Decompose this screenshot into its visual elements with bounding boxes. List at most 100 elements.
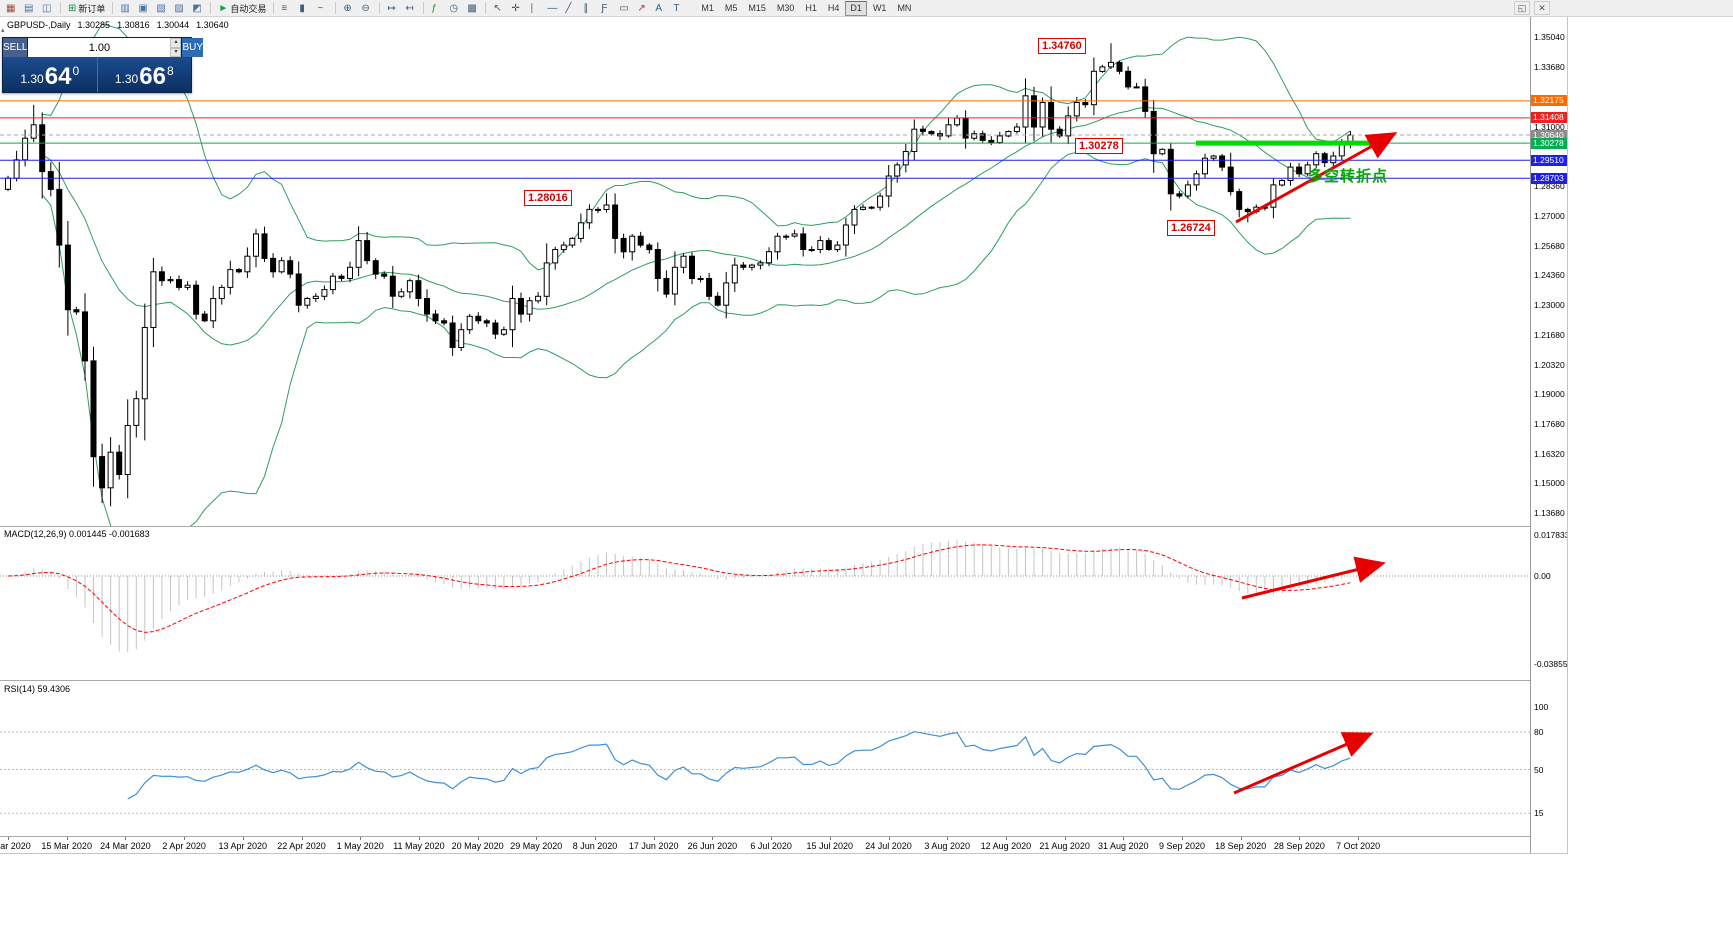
date-label: 29 May 2020	[510, 841, 563, 851]
market-watch-icon: ▥	[120, 2, 130, 14]
auto-trading-icon: ►	[218, 2, 229, 14]
timeframe-m15-button[interactable]: M15	[743, 1, 771, 16]
bar-chart-mode-icon: ≡	[281, 2, 288, 14]
auto-scroll-button[interactable]: ↦	[384, 1, 401, 16]
profiles-button[interactable]: ▤	[21, 1, 38, 16]
navigator-button[interactable]: ▧	[153, 1, 170, 16]
volume-up-button[interactable]: ▴	[170, 38, 182, 48]
indicators-button[interactable]: ƒ	[428, 1, 445, 16]
trendline-button[interactable]: ╱	[562, 1, 579, 16]
chart-shift-icon: ↤	[405, 2, 414, 14]
time-tick	[1123, 837, 1125, 840]
timeframe-m5-button[interactable]: M5	[720, 1, 743, 16]
chart-cycle-button[interactable]: ◫	[39, 1, 56, 16]
ohlc-open: 1.30285	[77, 20, 111, 30]
fibonacci-icon: Ƒ	[601, 2, 608, 14]
timeframe-w1-button[interactable]: W1	[868, 1, 892, 16]
price-axis-label: 1.20320	[1534, 359, 1565, 370]
trend-arrow-rsi[interactable]	[1233, 732, 1374, 795]
shapes-button[interactable]: ▭	[616, 1, 633, 16]
trend-arrow-price[interactable]	[1235, 132, 1398, 224]
new-order-button[interactable]: ⊞ 新订单	[65, 1, 108, 16]
sell-button[interactable]: SELL	[3, 38, 29, 57]
price-callout-1.26724[interactable]: 1.26724	[1167, 220, 1215, 236]
price-axis-tag-1.29510: 1.29510	[1531, 154, 1567, 166]
line-chart-mode-icon: ~	[317, 2, 324, 14]
price-pane[interactable]	[0, 17, 1530, 526]
price-callout-1.30278[interactable]: 1.30278	[1075, 138, 1123, 154]
cursor-button[interactable]: ↖	[490, 1, 507, 16]
timeframe-h4-button[interactable]: H4	[823, 1, 845, 16]
time-tick	[1005, 837, 1007, 840]
volume-down-button[interactable]: ▾	[170, 47, 182, 57]
toolbar-separator	[485, 2, 487, 14]
data-window-button[interactable]: ▣	[135, 1, 152, 16]
date-label: 2 Apr 2020	[162, 841, 206, 851]
periods-button[interactable]: ◷	[446, 1, 463, 16]
close-chart-button[interactable]: ✕	[1534, 1, 1550, 15]
price-axis-label: 1.35040	[1534, 32, 1565, 43]
price-callout-1.34760[interactable]: 1.34760	[1038, 38, 1086, 54]
timeframe-h1-button[interactable]: H1	[800, 1, 822, 16]
date-label: 17 Jun 2020	[628, 841, 679, 851]
price-axis-tag-1.32175: 1.32175	[1531, 95, 1567, 107]
timeframe-m30-button[interactable]: M30	[772, 1, 800, 16]
horizontal-line-button[interactable]: ―	[544, 1, 561, 16]
pane-separator[interactable]	[0, 526, 1567, 527]
timeframe-m1-button[interactable]: M1	[696, 1, 719, 16]
time-tick	[1064, 837, 1066, 840]
timeframe-mn-button[interactable]: MN	[892, 1, 916, 16]
fibonacci-button[interactable]: Ƒ	[598, 1, 615, 16]
price-axis-label: 1.21680	[1534, 329, 1565, 340]
price-axis-label: 1.23000	[1534, 300, 1565, 311]
price-axis: 1.35040 1.33680 1.31000 1.28360 1.27000 1.256…	[1530, 17, 1567, 853]
rsi-pane[interactable]	[0, 681, 1530, 836]
zoom-in-button[interactable]: ⊕	[340, 1, 357, 16]
arrows-tool-icon: ↗	[637, 2, 646, 14]
macd-pane[interactable]	[0, 527, 1530, 680]
chart-shift-button[interactable]: ↤	[402, 1, 419, 16]
date-label: 18 Sep 2020	[1215, 841, 1267, 851]
vertical-line-button[interactable]: ∣	[526, 1, 543, 16]
pane-separator[interactable]	[0, 680, 1567, 681]
crosshair-button[interactable]: ✛	[508, 1, 525, 16]
price-callout-1.28016[interactable]: 1.28016	[524, 190, 572, 206]
terminal-button[interactable]: ▨	[171, 1, 188, 16]
line-chart-mode-button[interactable]: ~	[314, 1, 331, 16]
sell-price-button[interactable]: 1.30 64 0	[3, 57, 98, 92]
chart-cycle-icon: ◫	[42, 2, 52, 14]
one-click-toggle-button[interactable]: ▴	[1, 27, 5, 34]
new-chart-icon: ▦	[6, 2, 16, 14]
market-watch-button[interactable]: ▥	[117, 1, 134, 16]
timeframe-d1-button[interactable]: D1	[845, 0, 867, 16]
strategy-tester-button[interactable]: ◩	[189, 1, 206, 16]
trend-arrow-macd[interactable]	[1241, 556, 1386, 600]
auto-trading-button[interactable]: ► 自动交易	[215, 1, 269, 16]
arrows-tool-button[interactable]: ↗	[634, 1, 651, 16]
time-tick	[536, 837, 538, 840]
bar-chart-mode-button[interactable]: ≡	[278, 1, 295, 16]
zoom-out-button[interactable]: ⊖	[358, 1, 375, 16]
macd-label: MACD(12,26,9) 0.001445 -0.001683	[4, 529, 150, 539]
equidistant-channel-button[interactable]: ∥	[580, 1, 597, 16]
date-label: 28 Sep 2020	[1273, 841, 1325, 851]
text-icon: A	[655, 2, 662, 14]
vertical-line-icon: ∣	[529, 2, 535, 14]
text-button[interactable]: A	[652, 1, 669, 16]
buy-button[interactable]: BUY	[181, 38, 204, 57]
new-chart-button[interactable]: ▦	[3, 1, 20, 16]
time-tick	[8, 837, 9, 840]
candlestick-mode-button[interactable]: ▮	[296, 1, 313, 16]
date-label: 1 May 2020	[336, 841, 384, 851]
volume-input[interactable]	[28, 38, 171, 57]
ohlc-close: 1.30640	[196, 20, 229, 30]
candlesticks	[5, 43, 1354, 507]
restore-chart-button[interactable]: ◱	[1514, 1, 1530, 15]
buy-price-sup: 8	[166, 64, 174, 78]
templates-button[interactable]: ▩	[464, 1, 481, 16]
terminal-icon: ▨	[174, 2, 184, 14]
text-label-button[interactable]: T	[670, 1, 687, 16]
annotation-text[interactable]: 多空转折点	[1308, 168, 1389, 185]
